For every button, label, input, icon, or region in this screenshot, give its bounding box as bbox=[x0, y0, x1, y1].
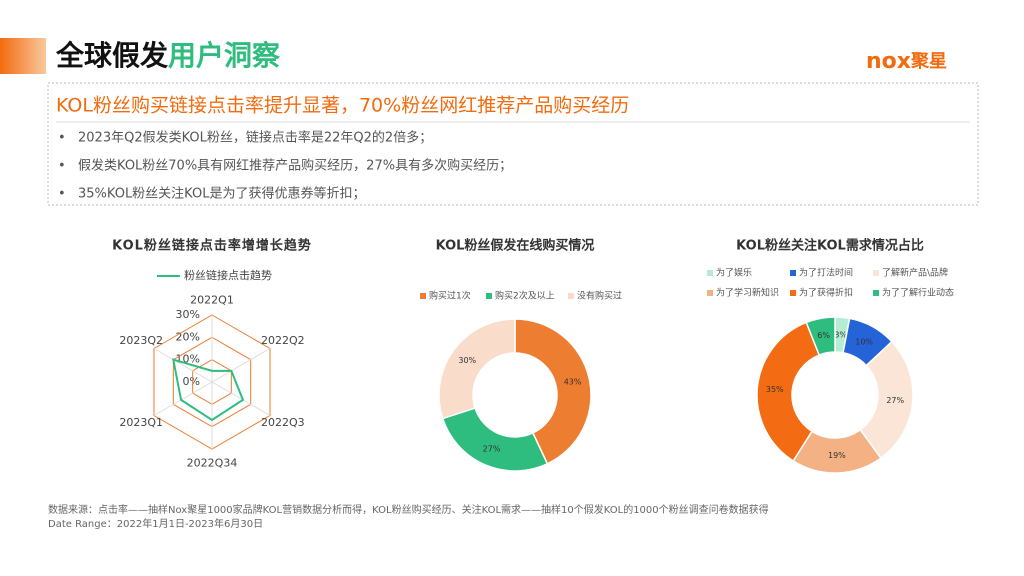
legend-swatch bbox=[873, 270, 879, 276]
legend-label: 了解新产品\品牌 bbox=[882, 267, 948, 279]
data-label: 19% bbox=[828, 451, 846, 460]
bullet-dot: • bbox=[58, 159, 66, 174]
category-label: 2023Q1 bbox=[119, 416, 163, 429]
category-label: 2022Q2 bbox=[261, 334, 305, 347]
data-label: 30% bbox=[458, 356, 476, 365]
data-label: 27% bbox=[886, 396, 904, 405]
data-label: 3% bbox=[834, 330, 847, 339]
bullet-dot: • bbox=[58, 131, 66, 146]
chart-title: KOL粉丝假发在线购买情况 bbox=[436, 238, 595, 254]
summary-box bbox=[47, 82, 979, 206]
legend-label: 为了打法时间 bbox=[799, 267, 853, 279]
legend-label: 为了学习新知识 bbox=[716, 287, 779, 299]
category-label: 2022Q3 bbox=[261, 416, 305, 429]
data-label: 27% bbox=[483, 445, 501, 454]
logo-part: 聚星 bbox=[910, 51, 947, 72]
category-label: 2022Q34 bbox=[187, 457, 238, 470]
title-part: 用户洞察 bbox=[168, 39, 281, 72]
legend-label: 购买过1次 bbox=[429, 290, 471, 302]
category-label: 2023Q2 bbox=[119, 334, 163, 347]
chart-title: KOL粉丝链接点击率增增长趋势 bbox=[112, 238, 312, 254]
page-title: 全球假发用户洞察 bbox=[55, 39, 281, 72]
legend-swatch bbox=[873, 290, 879, 296]
legend-label: 粉丝链接点击趋势 bbox=[184, 268, 272, 282]
donut-segment bbox=[438, 318, 516, 420]
bullet-dot: • bbox=[58, 187, 66, 202]
spoke bbox=[211, 381, 271, 416]
bullet: 35%KOL粉丝关注KOL是为了获得优惠券等折扣； bbox=[78, 186, 365, 202]
chart-title: KOL粉丝关注KOL需求情况占比 bbox=[736, 238, 924, 254]
data-label: 35% bbox=[766, 385, 784, 394]
legend-swatch bbox=[790, 270, 796, 276]
donut-segment bbox=[756, 321, 821, 462]
category-label: 2022Q1 bbox=[190, 293, 234, 306]
bullet: 假发类KOL粉丝70%具有网红推荐产品购买经历，27%具有多次购买经历； bbox=[78, 158, 512, 174]
title-accent bbox=[0, 38, 46, 74]
radar-line bbox=[172, 358, 245, 422]
donut-segment bbox=[441, 407, 549, 472]
logo: nox聚星 bbox=[866, 49, 947, 74]
headline: KOL粉丝购买链接点击率提升显著，70%粉丝网红推荐产品购买经历 bbox=[56, 95, 629, 117]
legend-swatch bbox=[707, 270, 713, 276]
r-tick-label: 0% bbox=[183, 375, 200, 388]
spoke bbox=[153, 381, 213, 416]
title-part: 全球假发 bbox=[55, 39, 168, 72]
r-tick-label: 30% bbox=[176, 308, 200, 321]
spoke bbox=[153, 348, 213, 383]
footnote: Date Range：2022年1月1日-2023年6月30日 bbox=[48, 517, 263, 530]
legend-swatch bbox=[486, 293, 492, 299]
footnote: 数据来源：点击率——抽样Nox聚星1000家品牌KOL营销数据分析而得，KOL粉… bbox=[48, 503, 769, 516]
legend-swatch bbox=[790, 290, 796, 296]
legend-label: 为了了解行业动态 bbox=[882, 287, 954, 299]
donut-segment bbox=[514, 318, 592, 465]
legend-swatch bbox=[420, 293, 426, 299]
spoke bbox=[211, 348, 271, 383]
legend-swatch bbox=[568, 293, 574, 299]
bullet: 2023年Q2假发类KOL粉丝，链接点击率是22年Q2的2倍多； bbox=[78, 130, 432, 146]
legend-label: 没有购买过 bbox=[577, 290, 622, 302]
legend-label: 购买2次及以上 bbox=[495, 290, 555, 302]
data-label: 43% bbox=[564, 378, 582, 387]
legend-swatch bbox=[707, 290, 713, 296]
data-label: 10% bbox=[855, 337, 873, 346]
r-tick-label: 20% bbox=[176, 330, 200, 343]
logo-part: nox bbox=[866, 49, 911, 74]
legend-label: 为了娱乐 bbox=[716, 267, 752, 279]
legend-label: 为了获得折扣 bbox=[799, 287, 853, 299]
donut-segment bbox=[805, 316, 836, 356]
data-label: 6% bbox=[817, 331, 830, 340]
